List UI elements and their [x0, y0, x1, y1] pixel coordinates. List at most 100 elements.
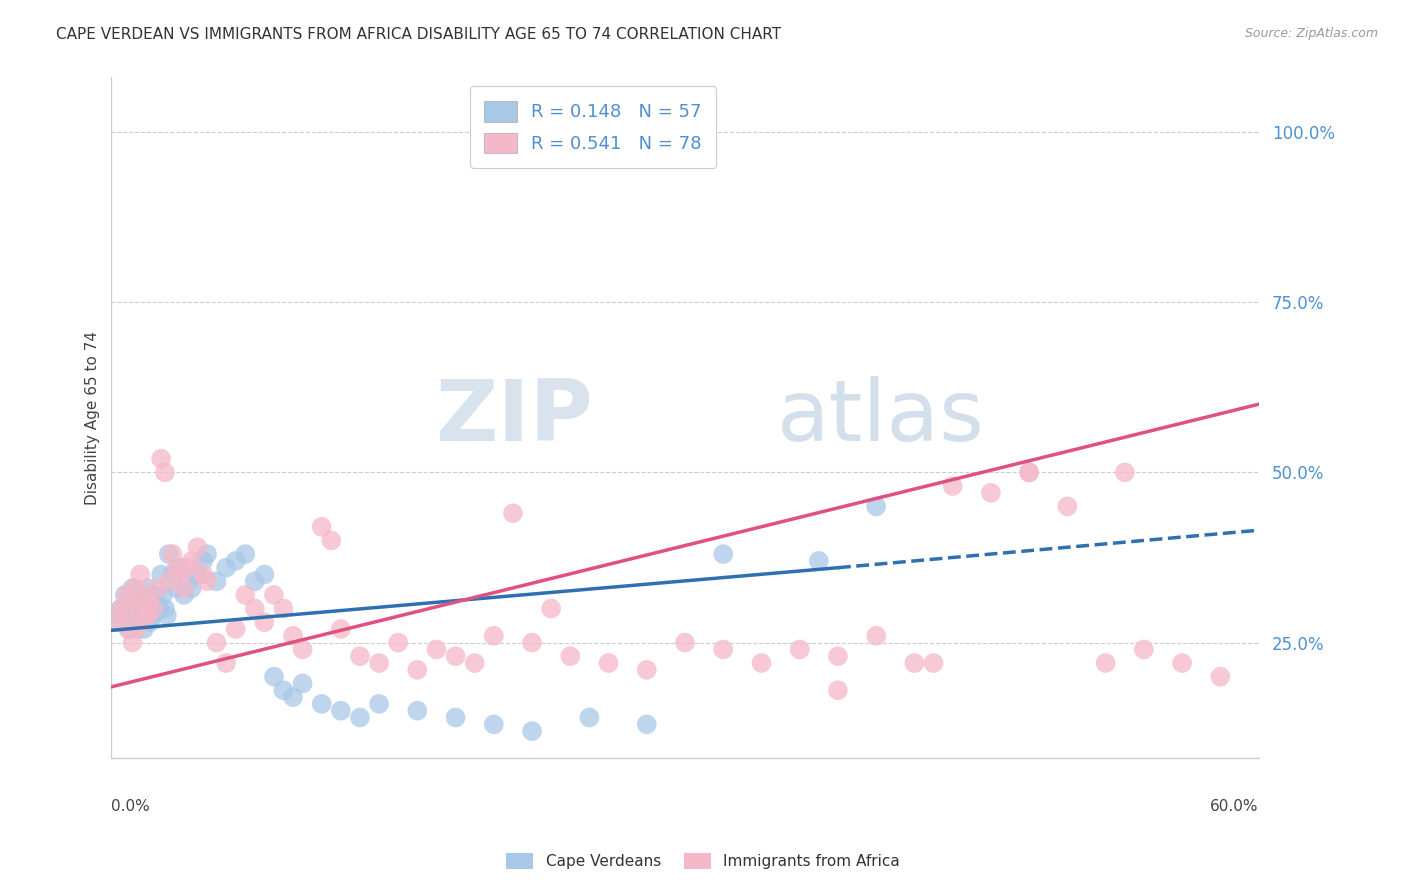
Point	[153, 466, 176, 480]
Point	[1133, 642, 1156, 657]
Point	[598, 656, 620, 670]
Point	[636, 663, 658, 677]
Point	[502, 506, 524, 520]
Point	[291, 642, 314, 657]
Point	[162, 547, 184, 561]
Point	[464, 656, 486, 670]
Text: Source: ZipAtlas.com: Source: ZipAtlas.com	[1244, 27, 1378, 40]
Point	[141, 595, 163, 609]
Point	[482, 629, 505, 643]
Point	[673, 635, 696, 649]
Point	[110, 601, 132, 615]
Point	[636, 717, 658, 731]
Point	[1171, 656, 1194, 670]
Point	[150, 451, 173, 466]
Point	[127, 601, 149, 615]
Point	[105, 615, 128, 629]
Point	[311, 697, 333, 711]
Point	[156, 608, 179, 623]
Point	[329, 704, 352, 718]
Point	[263, 670, 285, 684]
Legend: Cape Verdeans, Immigrants from Africa: Cape Verdeans, Immigrants from Africa	[499, 847, 907, 875]
Y-axis label: Disability Age 65 to 74: Disability Age 65 to 74	[86, 331, 100, 505]
Point	[205, 635, 228, 649]
Point	[186, 567, 208, 582]
Point	[138, 615, 160, 629]
Point	[115, 608, 138, 623]
Point	[1094, 656, 1116, 670]
Point	[263, 588, 285, 602]
Point	[980, 485, 1002, 500]
Point	[751, 656, 773, 670]
Point	[281, 690, 304, 704]
Point	[135, 601, 157, 615]
Point	[186, 541, 208, 555]
Point	[215, 560, 238, 574]
Point	[444, 649, 467, 664]
Point	[520, 724, 543, 739]
Point	[153, 601, 176, 615]
Point	[169, 560, 191, 574]
Legend: R = 0.148   N = 57, R = 0.541   N = 78: R = 0.148 N = 57, R = 0.541 N = 78	[470, 87, 717, 168]
Point	[827, 649, 849, 664]
Point	[129, 567, 152, 582]
Point	[903, 656, 925, 670]
Point	[129, 608, 152, 623]
Point	[146, 581, 169, 595]
Point	[157, 547, 180, 561]
Point	[117, 622, 139, 636]
Point	[177, 560, 200, 574]
Point	[1209, 670, 1232, 684]
Point	[1114, 466, 1136, 480]
Point	[789, 642, 811, 657]
Point	[368, 656, 391, 670]
Point	[406, 663, 429, 677]
Point	[173, 588, 195, 602]
Point	[253, 567, 276, 582]
Text: ZIP: ZIP	[436, 376, 593, 459]
Point	[482, 717, 505, 731]
Point	[162, 567, 184, 582]
Point	[120, 595, 142, 609]
Text: atlas: atlas	[776, 376, 984, 459]
Point	[291, 676, 314, 690]
Point	[173, 581, 195, 595]
Point	[311, 520, 333, 534]
Point	[138, 595, 160, 609]
Point	[225, 622, 247, 636]
Point	[233, 588, 256, 602]
Point	[273, 601, 295, 615]
Point	[195, 574, 218, 589]
Point	[1018, 466, 1040, 480]
Point	[114, 608, 136, 623]
Point	[922, 656, 945, 670]
Point	[135, 601, 157, 615]
Point	[124, 601, 146, 615]
Point	[540, 601, 562, 615]
Point	[145, 588, 167, 602]
Point	[105, 615, 128, 629]
Point	[578, 710, 600, 724]
Point	[132, 588, 155, 602]
Point	[150, 567, 173, 582]
Point	[152, 588, 174, 602]
Point	[115, 588, 138, 602]
Point	[349, 649, 371, 664]
Point	[121, 581, 143, 595]
Point	[142, 608, 165, 623]
Point	[827, 683, 849, 698]
Point	[180, 581, 202, 595]
Point	[110, 601, 132, 615]
Point	[132, 622, 155, 636]
Point	[329, 622, 352, 636]
Point	[169, 567, 191, 582]
Point	[142, 601, 165, 615]
Point	[148, 601, 170, 615]
Point	[711, 642, 734, 657]
Point	[560, 649, 582, 664]
Point	[195, 547, 218, 561]
Point	[136, 608, 159, 623]
Point	[1018, 466, 1040, 480]
Text: 60.0%: 60.0%	[1211, 799, 1258, 814]
Point	[114, 588, 136, 602]
